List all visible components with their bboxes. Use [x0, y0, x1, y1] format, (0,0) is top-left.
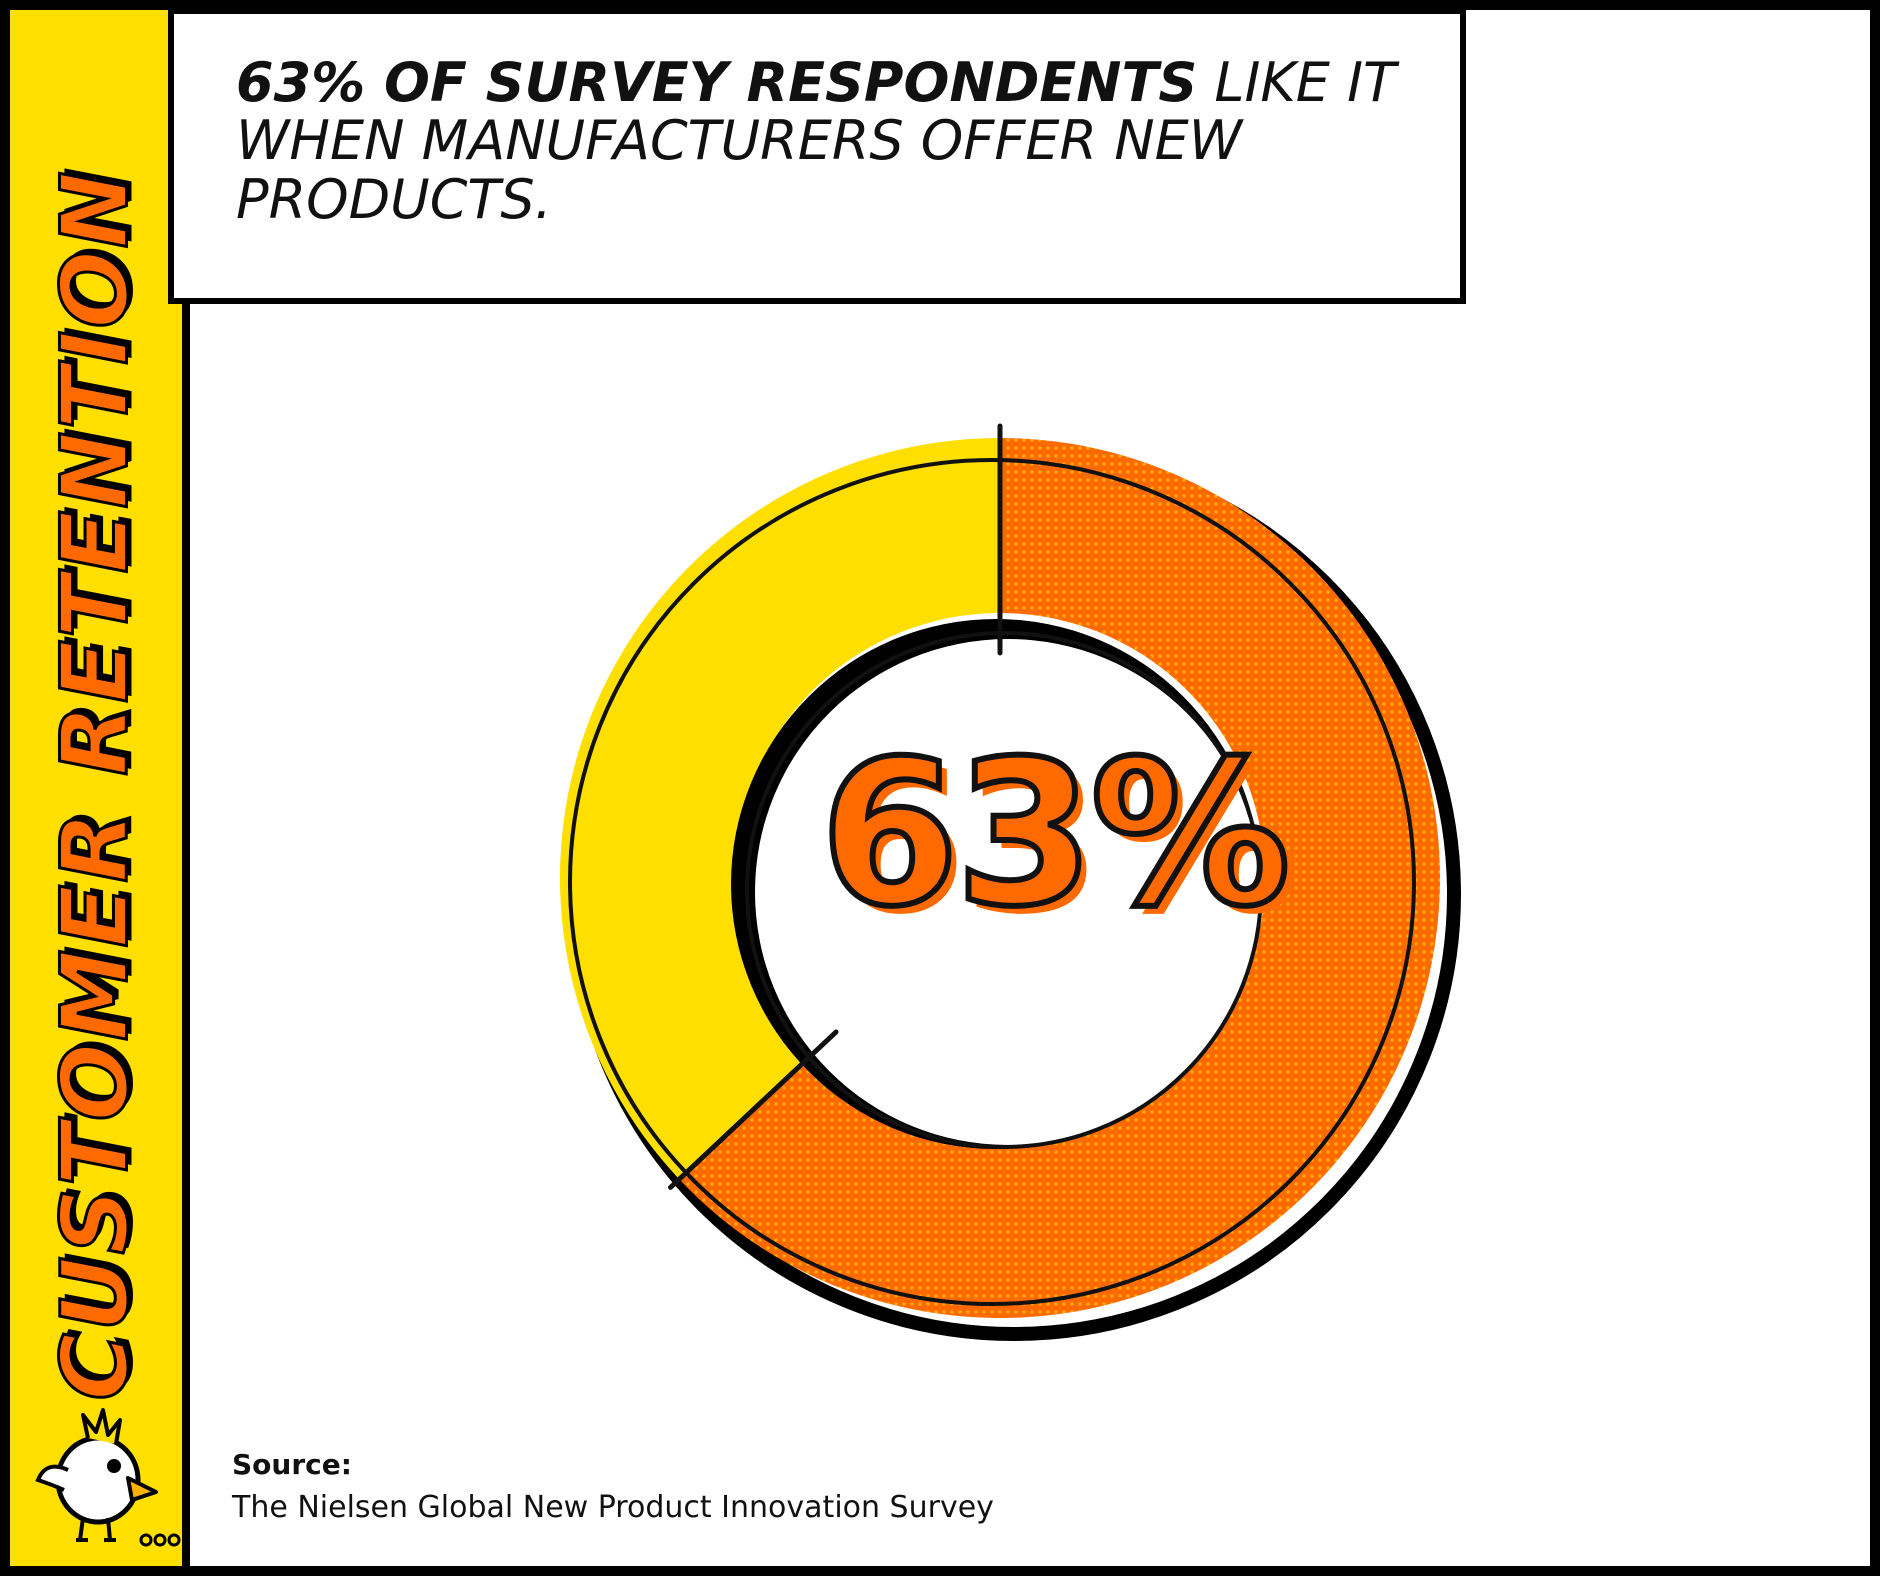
slice-divider-2: [668, 1029, 839, 1190]
source-text: The Nielsen Global New Product Innovatio…: [232, 1490, 994, 1525]
donut-outer-outline: [568, 458, 1416, 1306]
headline-bold: 63% of survey respondents: [236, 51, 1198, 114]
headline-box: 63% of survey respondents like it when m…: [168, 8, 1466, 304]
donut-slice-1: [679, 438, 1440, 1318]
donut-inner-outline: [745, 631, 1263, 1149]
cartoon-bird-icon: [28, 1400, 188, 1550]
side-band: [10, 10, 190, 1566]
center-value-label: 63%: [817, 718, 1294, 951]
headline-rest: like it when manufacturers offer new pro…: [236, 51, 1397, 231]
donut-chart: 63%: [420, 300, 1620, 1400]
side-title: Customer Retention: [40, 168, 150, 1402]
headline: 63% of survey respondents like it when m…: [236, 51, 1416, 231]
donut-chart-svg: [560, 423, 1461, 1341]
donut-hole: [755, 639, 1261, 1145]
source-label: Source:: [232, 1448, 352, 1481]
donut-slice-2: [560, 438, 1000, 1180]
